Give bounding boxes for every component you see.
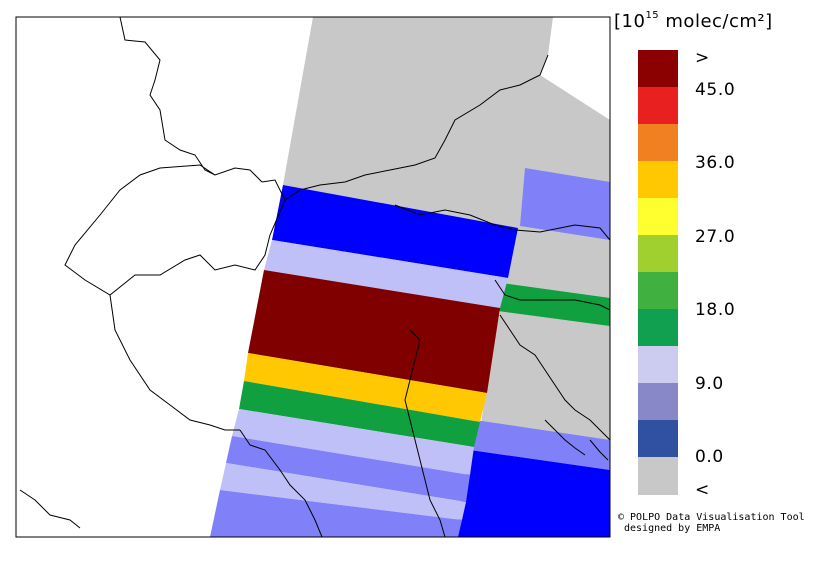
italy-west [109,294,240,431]
colorbar-swatch [638,272,678,310]
alps-border [284,54,549,201]
colorbar-tick-label: 18.0 [695,300,736,320]
colorbar-swatch [638,161,678,199]
swath-lavender-2 [232,409,474,475]
colorbar-swatch [638,87,678,125]
colorbar-tick-label: 0.0 [695,447,724,467]
colorbar-swatch [638,420,678,458]
swath-lavender-3 [220,463,466,520]
map-frame [15,16,611,538]
colorbar-tick-label: > [695,48,710,68]
swath-lavender-1 [264,240,508,308]
islands [544,419,586,456]
colorbar-tick-label: 27.0 [695,227,736,247]
swath-east-green [498,283,610,326]
colorbar-swatch [638,383,678,421]
croatia-coast [499,314,610,441]
colorbar-swatch [638,346,678,384]
swath-green [239,381,480,447]
credit-line-1: © POLPO Data Visualisation Tool [618,512,805,523]
corsica-coast [19,489,81,529]
italy-peninsula-coast [239,429,323,537]
colorbar-swatch [638,235,678,273]
colorbar-tick-label: 36.0 [695,153,736,173]
units-label: [1015 molec/cm²] [614,10,773,32]
colorbar-swatch [638,50,678,88]
colorbar-swatch [638,198,678,236]
swath-dark-red [248,270,500,393]
islands-2 [589,439,609,461]
swiss-border [64,164,286,296]
austria-border [394,204,610,241]
colorbar-swatch [638,457,678,495]
colorbar-tick-label: < [695,480,710,500]
credit-text: © POLPO Data Visualisation Tool designed… [618,512,805,534]
colorbar-tick-label: 45.0 [695,80,736,100]
country-borders [19,17,610,537]
credit-line-2: designed by EMPA [624,523,721,534]
swath-orange [244,353,487,422]
swath-east-blue [455,450,610,537]
italy-adriatic-coast [404,329,446,537]
colorbar-tick-label: 9.0 [695,374,724,394]
swath-east-lavender-top [520,168,610,240]
colorbar-swatch [638,309,678,347]
swath-periwinkle-2 [210,490,462,537]
slovenia-border [494,279,610,311]
france-border [119,17,263,183]
colorbar-swatch [638,124,678,162]
swath-east-lavender-bottom [470,420,610,470]
swath-periwinkle-1 [226,436,470,502]
swath-blue-north [272,185,518,278]
colorbar [638,50,678,495]
